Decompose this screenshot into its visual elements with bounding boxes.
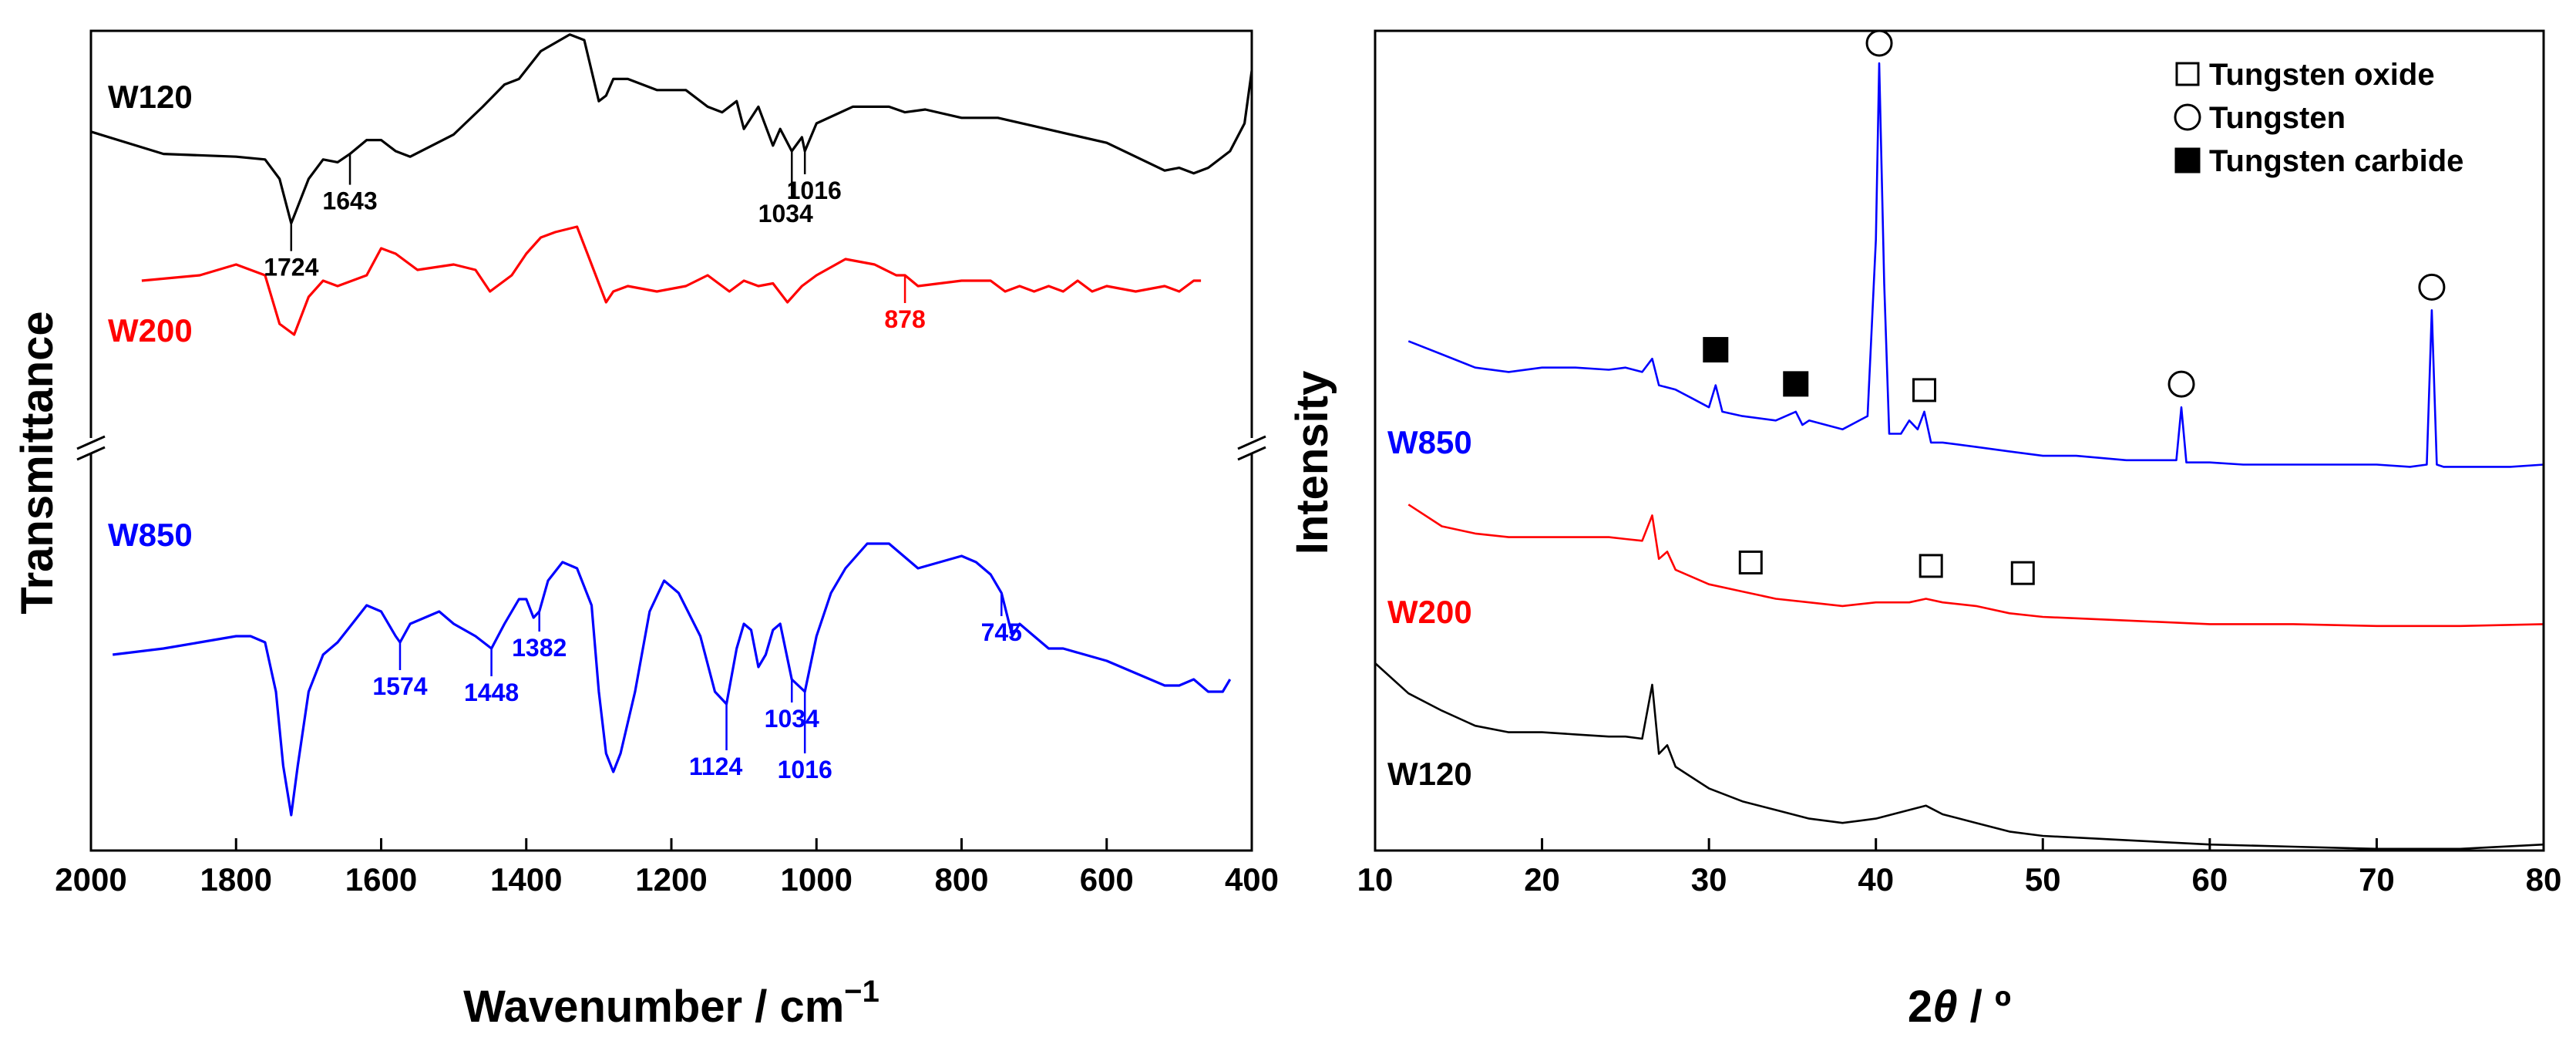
ftir-axis-break-mark (76, 435, 106, 450)
xrd-peak-markers (1703, 29, 2446, 585)
x-tick-label: 400 (1225, 861, 1279, 898)
legend-entry: Tungsten (2209, 101, 2346, 135)
tungsten-oxide-marker (1738, 550, 1763, 574)
peak-annotation: 1643 (322, 187, 377, 215)
peak-annotation: 1724 (264, 254, 318, 281)
tungsten-oxide-marker (1919, 554, 1943, 578)
peak-annotation: 1016 (787, 177, 842, 204)
peak-annotation: 745 (981, 618, 1022, 646)
x-tick-label: 60 (2191, 861, 2228, 898)
sample-label-w120: W120 (108, 79, 193, 115)
sample-label-w850: W850 (1387, 424, 1472, 460)
x-tick-label: 70 (2359, 861, 2395, 898)
x-tick-label: 40 (1858, 861, 1894, 898)
legend-entry: Tungsten oxide (2209, 58, 2435, 92)
ftir-data-lines (90, 33, 1253, 817)
xrd-legend: Tungsten oxide Tungsten Tungsten carbide (2174, 58, 2463, 178)
ftir-axis-break-mark (1237, 435, 1266, 450)
peak-annotation: 878 (884, 305, 925, 333)
series-line-w200 (1407, 504, 2544, 628)
xrd-plot-frame (1374, 29, 2545, 852)
ftir-sample-labels: W120 W200 W850 (108, 79, 193, 553)
series-line-w850 (1407, 62, 2544, 468)
ftir-y-axis-label: Transmittance (12, 311, 62, 614)
sample-label-w200: W200 (108, 312, 193, 349)
x-tick-label: 2000 (55, 861, 126, 898)
xrd-x-axis-label: 2θ / º (1908, 982, 2011, 1032)
tungsten-carbide-marker (1703, 337, 1729, 363)
tungsten-marker (2418, 273, 2446, 301)
series-line-w120 (1374, 662, 2544, 851)
tungsten-oxide-marker (1912, 378, 1937, 403)
x-tick-label: 10 (1357, 861, 1394, 898)
ftir-plot-frame (89, 29, 1253, 852)
series-line-w120 (90, 33, 1253, 225)
x-tick-label: 1400 (490, 861, 562, 898)
xrd-data-lines (1374, 62, 2544, 851)
ftir-x-ticks: 2000 1800 1600 1400 1200 1000 800 600 400 (55, 838, 1279, 898)
tungsten-marker (2167, 370, 2195, 398)
ftir-axis-break-mark (76, 446, 106, 461)
legend-entry: Tungsten carbide (2209, 144, 2463, 178)
peak-annotation: 1574 (372, 672, 427, 700)
tungsten-carbide-marker (2174, 147, 2201, 174)
series-line-w200 (141, 225, 1202, 336)
tungsten-oxide-marker (2175, 62, 2200, 86)
peak-annotation: 1016 (778, 756, 832, 783)
series-line-w850 (113, 542, 1232, 817)
x-tick-label: 1600 (345, 861, 417, 898)
peak-annotation: 1382 (512, 634, 567, 662)
x-tick-label: 30 (1691, 861, 1727, 898)
peak-annotation: 1124 (689, 753, 743, 780)
x-tick-label: 50 (2025, 861, 2061, 898)
xrd-y-axis-label: Intensity (1287, 371, 1337, 555)
xrd-x-ticks: 10 20 30 40 50 60 70 80 (1357, 838, 2562, 898)
x-tick-label: 800 (934, 861, 988, 898)
x-tick-label: 1800 (200, 861, 272, 898)
x-tick-label: 20 (1524, 861, 1560, 898)
tungsten-marker (2174, 103, 2201, 131)
x-tick-label: 80 (2526, 861, 2562, 898)
x-tick-label: 1200 (635, 861, 707, 898)
ftir-axis-break-mark (1237, 446, 1266, 461)
sample-label-w200: W200 (1387, 594, 1472, 630)
x-tick-label: 600 (1080, 861, 1134, 898)
xrd-panel: 10 20 30 40 50 60 70 80 2θ / º Intensity W850 W2… (1287, 29, 2562, 1032)
tungsten-oxide-marker (2010, 561, 2035, 585)
tungsten-carbide-marker (1783, 371, 1809, 397)
peak-annotation: 1034 (758, 200, 813, 227)
x-tick-label: 1000 (781, 861, 853, 898)
peak-annotation: 1448 (464, 679, 519, 706)
xrd-sample-labels: W850 W200 W120 (1387, 424, 1472, 792)
sample-label-w120: W120 (1387, 756, 1472, 792)
sample-label-w850: W850 (108, 517, 193, 553)
ftir-x-axis-label: Wavenumber / cm−1 (463, 975, 879, 1032)
tungsten-marker (1865, 29, 1893, 57)
peak-annotation: 1034 (765, 705, 819, 733)
